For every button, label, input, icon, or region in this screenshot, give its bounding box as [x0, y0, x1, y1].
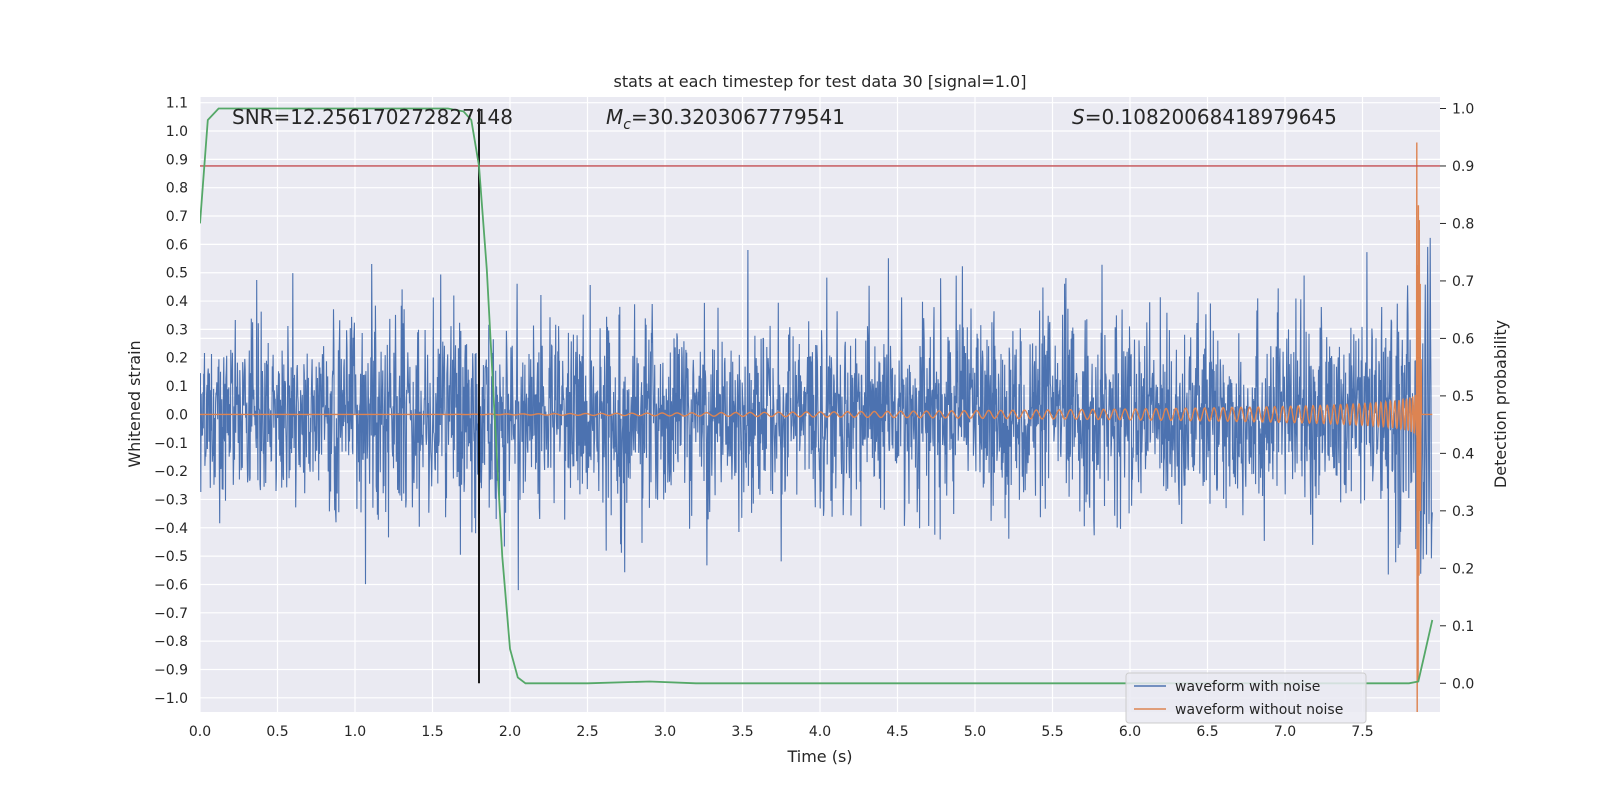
- legend-box: [1125, 672, 1367, 724]
- y-tick-label: −0.6: [154, 577, 188, 593]
- y-tick-label: −0.8: [154, 634, 188, 650]
- y2-tick-label: 0.9: [1452, 159, 1474, 175]
- y-tick-label: 0.3: [166, 322, 188, 338]
- x-tick-label: 0.5: [266, 724, 288, 740]
- x-tick-label: 2.0: [499, 724, 521, 740]
- y2-tick-label: 0.8: [1452, 216, 1474, 232]
- legend: waveform with noise waveform without noi…: [1125, 672, 1367, 724]
- s-annotation: S=0.10820068418979645: [1072, 105, 1337, 129]
- x-tick-label: 2.5: [576, 724, 598, 740]
- chirp-mass-subscript: c: [623, 117, 631, 133]
- y-tick-label: 0.8: [166, 181, 188, 197]
- series-waveform-without-noise: [200, 142, 1433, 712]
- x-tick-label: 1.0: [344, 724, 366, 740]
- x-tick-label: 0.0: [189, 724, 211, 740]
- y-tick-label: 0.2: [166, 351, 188, 367]
- legend-clean-label: waveform without noise: [1175, 702, 1343, 718]
- y-tick-label: −0.5: [154, 549, 188, 565]
- y2-tick-label: 0.4: [1452, 446, 1474, 462]
- x-tick-label: 3.0: [654, 724, 676, 740]
- y-axis-label: Whitened strain: [125, 340, 144, 467]
- y-tick-label: −0.1: [154, 436, 188, 452]
- y2-axis-label: Detection probability: [1491, 320, 1510, 488]
- x-tick-label: 7.0: [1274, 724, 1296, 740]
- x-tick-label: 6.0: [1119, 724, 1141, 740]
- y-tick-label: 0.9: [166, 152, 188, 168]
- x-tick-label: 1.5: [421, 724, 443, 740]
- x-tick-label: 3.5: [731, 724, 753, 740]
- x-tick-label: 6.5: [1196, 724, 1218, 740]
- x-tick-label: 4.0: [809, 724, 831, 740]
- y-tick-label: −0.7: [154, 606, 188, 622]
- snr-annotation: SNR=12.256170272827148: [232, 105, 513, 129]
- chart-title: stats at each timestep for test data 30 …: [614, 72, 1027, 91]
- y-tick-label: 0.4: [166, 294, 188, 310]
- y-tick-label: 0.1: [166, 379, 188, 395]
- y2-tick-label: 1.0: [1452, 101, 1474, 117]
- legend-noise-label: waveform with noise: [1175, 679, 1320, 695]
- y2-tick-label: 0.3: [1452, 504, 1474, 520]
- x-tick-label: 5.0: [964, 724, 986, 740]
- y2-tick-label: 0.2: [1452, 561, 1474, 577]
- y-tick-label: −0.9: [154, 662, 188, 678]
- x-tick-label: 5.5: [1041, 724, 1063, 740]
- x-axis-label: Time (s): [786, 747, 852, 766]
- y-axis-ticks: 1.1 1.0 0.9 0.8 0.7 0.6 0.5 0.4 0.3 0.2 0.1 0.0 −0.1…: [154, 96, 188, 707]
- y2-tick-label: 0.6: [1452, 331, 1474, 347]
- chirp-mass-value: =30.3203067779541: [631, 105, 845, 129]
- y-tick-label: 1.1: [166, 96, 188, 112]
- series-waveform-with-noise: [200, 237, 1433, 591]
- y-tick-label: 0.6: [166, 237, 188, 253]
- y2-tick-label: 0.7: [1452, 274, 1474, 290]
- y-tick-label: −0.3: [154, 492, 188, 508]
- y-tick-label: 0.7: [166, 209, 188, 225]
- chirp-mass-symbol: M: [606, 105, 623, 129]
- chirp-mass-annotation: Mc=30.3203067779541: [606, 105, 845, 133]
- x-tick-label: 7.5: [1351, 724, 1373, 740]
- s-value: =0.10820068418979645: [1085, 105, 1337, 129]
- y-tick-label: 0.5: [166, 266, 188, 282]
- y2-tick-label: 0.0: [1452, 676, 1474, 692]
- s-symbol: S: [1072, 105, 1085, 129]
- y-tick-label: 1.0: [166, 124, 188, 140]
- y2-axis-ticks: 1.0 0.9 0.8 0.7 0.6 0.5 0.4 0.3 0.2 0.1 0.0: [1440, 101, 1474, 692]
- y-tick-label: −0.4: [154, 521, 188, 537]
- y-tick-label: −0.2: [154, 464, 188, 480]
- y2-tick-label: 0.1: [1452, 619, 1474, 635]
- x-axis-ticks: 0.0 0.5 1.0 1.5 2.0 2.5 3.0 3.5 4.0 4.5 5.0 5.5 6.0 6…: [189, 724, 1374, 740]
- x-tick-label: 4.5: [886, 724, 908, 740]
- y-tick-label: −1.0: [154, 691, 188, 707]
- y2-tick-label: 0.5: [1452, 389, 1474, 405]
- y-tick-label: 0.0: [166, 407, 188, 423]
